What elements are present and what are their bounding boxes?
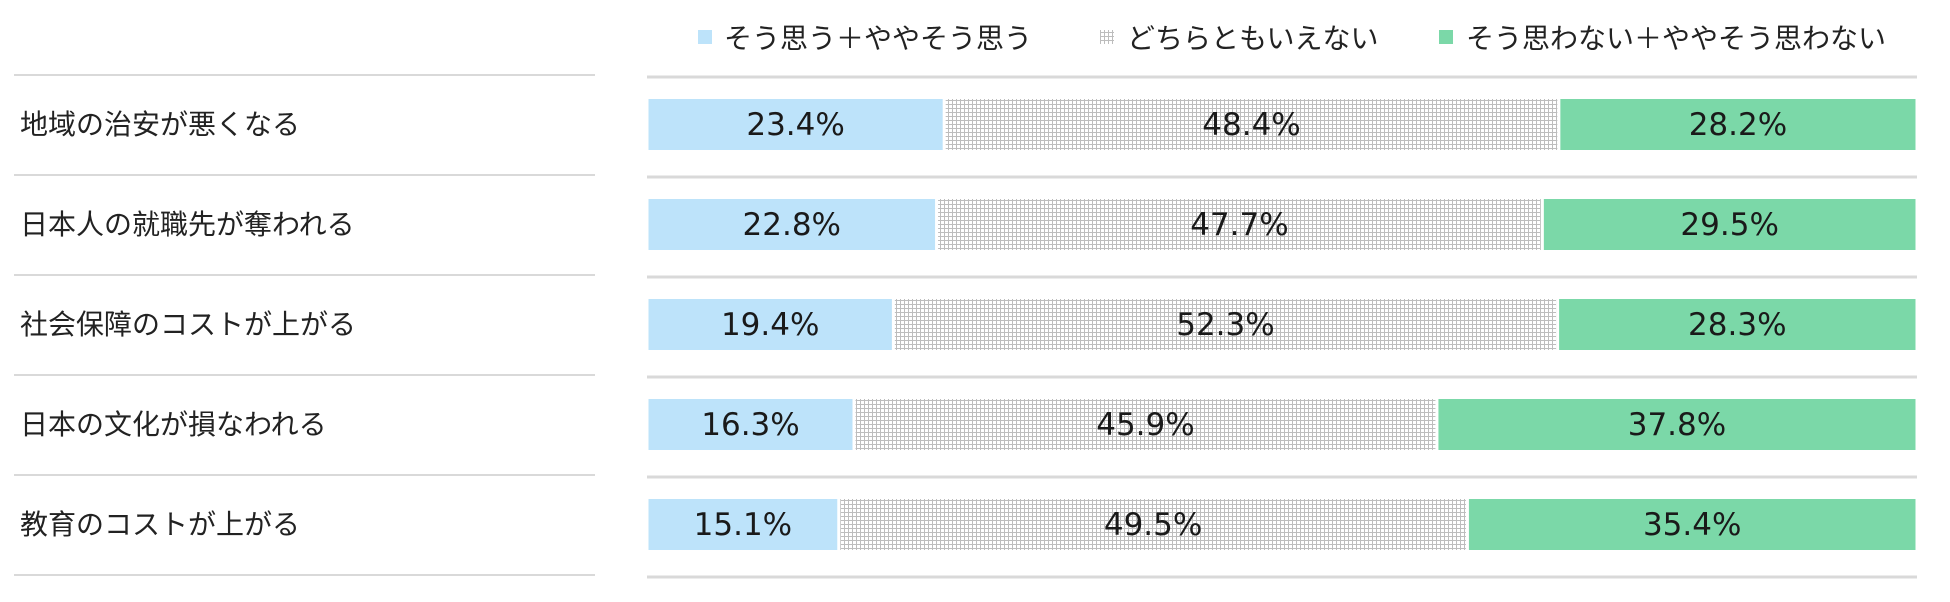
data-label: 28.3% <box>1688 307 1786 343</box>
bar-segment <box>894 299 1557 350</box>
data-label: 29.5% <box>1680 207 1778 243</box>
data-label: 28.2% <box>1689 107 1787 143</box>
legend-item: そう思わない＋ややそう思わない <box>1439 22 1886 55</box>
data-label: 45.9% <box>1096 407 1194 443</box>
bar-segment <box>648 499 838 550</box>
bar-segment <box>1543 199 1916 250</box>
bar-segment <box>1468 499 1916 550</box>
bar-segment <box>1560 99 1916 150</box>
legend-item: そう思う＋ややそう思う <box>698 22 1032 55</box>
data-label: 22.8% <box>743 207 841 243</box>
category-label: 教育のコストが上がる <box>20 508 300 541</box>
data-label: 52.3% <box>1176 307 1274 343</box>
legend-label: どちらともいえない <box>1127 22 1378 55</box>
bar-segment <box>648 99 943 150</box>
legend-item: どちらともいえない <box>1100 22 1378 55</box>
bar-segment <box>1438 399 1916 450</box>
data-label: 23.4% <box>746 107 844 143</box>
bar-segment <box>840 499 1466 550</box>
data-label: 47.7% <box>1190 207 1288 243</box>
category-label: 社会保障のコストが上がる <box>20 308 356 341</box>
category-label: 地域の治安が悪くなる <box>20 108 300 141</box>
legend-label: そう思わない＋ややそう思わない <box>1466 22 1886 55</box>
legend-swatch <box>698 30 712 44</box>
category-label: 日本人の就職先が奪われる <box>20 208 355 241</box>
data-label: 37.8% <box>1628 407 1726 443</box>
bar-segment <box>648 399 853 450</box>
bar-segment <box>648 299 892 350</box>
legend-swatch <box>1100 30 1114 44</box>
bar-segment <box>1559 299 1916 350</box>
data-label: 49.5% <box>1104 507 1202 543</box>
legend-label: そう思う＋ややそう思う <box>724 22 1032 55</box>
data-label: 15.1% <box>694 507 792 543</box>
category-label: 日本の文化が損なわれる <box>20 408 327 441</box>
data-label: 35.4% <box>1643 507 1741 543</box>
legend-swatch <box>1439 30 1453 44</box>
bar-segment <box>945 99 1558 150</box>
data-label: 16.3% <box>701 407 799 443</box>
bar-segment <box>938 199 1541 250</box>
data-label: 19.4% <box>721 307 819 343</box>
bar-segment <box>855 399 1436 450</box>
bar-segment <box>648 199 936 250</box>
data-label: 48.4% <box>1202 107 1300 143</box>
